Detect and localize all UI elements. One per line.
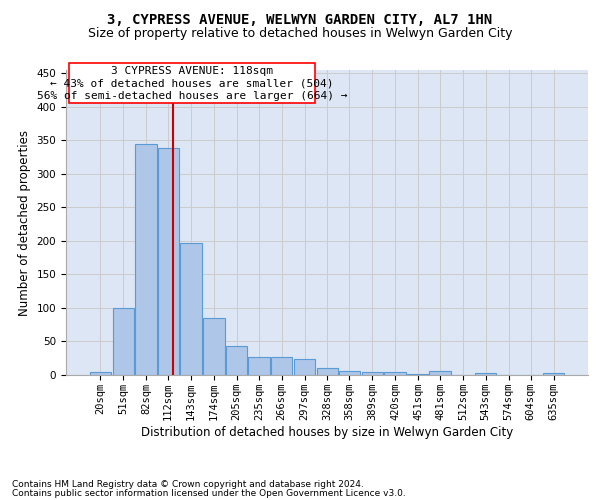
Text: Contains HM Land Registry data © Crown copyright and database right 2024.: Contains HM Land Registry data © Crown c… — [12, 480, 364, 489]
Bar — [113, 308, 134, 375]
Bar — [543, 373, 564, 375]
Bar — [90, 372, 111, 375]
Bar — [294, 359, 315, 375]
X-axis label: Distribution of detached houses by size in Welwyn Garden City: Distribution of detached houses by size … — [141, 426, 513, 438]
Bar — [158, 148, 179, 375]
Bar — [136, 144, 157, 375]
Bar — [248, 357, 269, 375]
Bar — [475, 373, 496, 375]
Y-axis label: Number of detached properties: Number of detached properties — [18, 130, 31, 316]
Text: ← 43% of detached houses are smaller (504): ← 43% of detached houses are smaller (50… — [50, 79, 334, 89]
Bar — [203, 318, 224, 375]
Bar — [181, 243, 202, 375]
Bar — [407, 374, 428, 375]
Bar — [339, 371, 360, 375]
Text: 56% of semi-detached houses are larger (664) →: 56% of semi-detached houses are larger (… — [37, 92, 347, 102]
Text: 3 CYPRESS AVENUE: 118sqm: 3 CYPRESS AVENUE: 118sqm — [111, 66, 273, 76]
Text: Contains public sector information licensed under the Open Government Licence v3: Contains public sector information licen… — [12, 488, 406, 498]
Text: Size of property relative to detached houses in Welwyn Garden City: Size of property relative to detached ho… — [88, 28, 512, 40]
Text: 3, CYPRESS AVENUE, WELWYN GARDEN CITY, AL7 1HN: 3, CYPRESS AVENUE, WELWYN GARDEN CITY, A… — [107, 12, 493, 26]
Bar — [271, 357, 292, 375]
Bar — [226, 346, 247, 375]
Bar — [362, 372, 383, 375]
Bar — [430, 371, 451, 375]
Bar — [385, 372, 406, 375]
Bar — [317, 368, 338, 375]
